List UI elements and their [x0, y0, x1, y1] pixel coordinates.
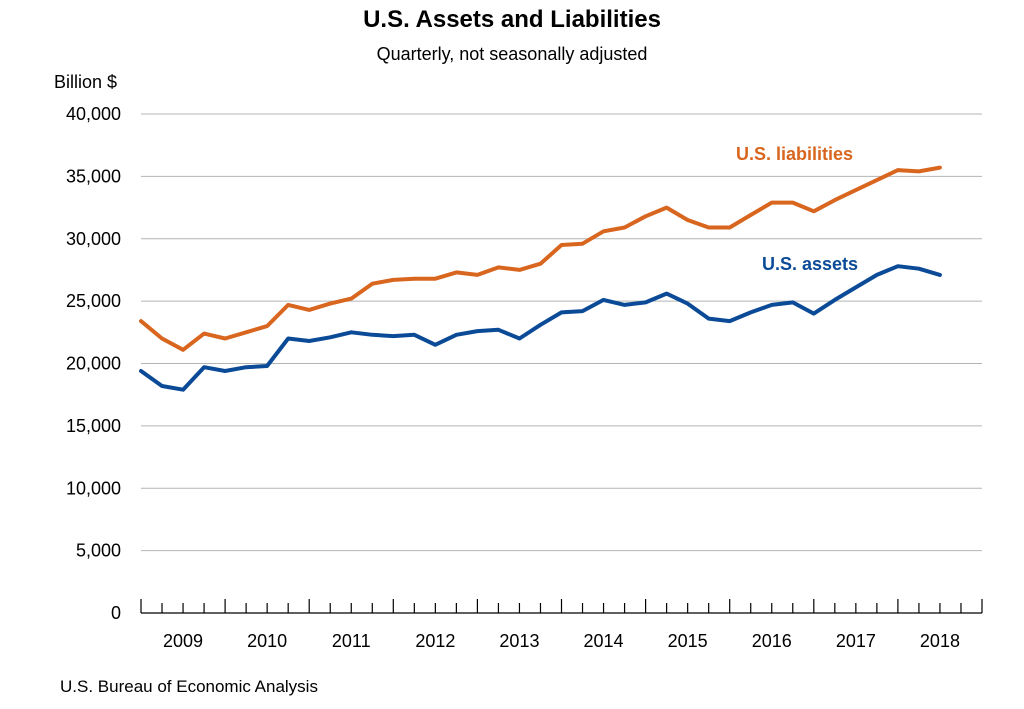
y-tick-labels: 0 5,000 10,000 15,000 20,000 25,000 30,000 35,0…: [66, 104, 121, 623]
chart-subtitle: Quarterly, not seasonally adjusted: [376, 44, 648, 64]
y-tick-label: 0: [111, 603, 121, 623]
chart-title: U.S. Assets and Liabilities: [363, 6, 661, 33]
y-tick-label: 15,000: [66, 416, 121, 436]
y-tick-label: 10,000: [66, 478, 121, 498]
x-tick-label: 2018: [920, 631, 960, 651]
x-tick-label: 2013: [499, 631, 539, 651]
series-label-liabilities: U.S. liabilities: [736, 144, 853, 164]
y-tick-label: 5,000: [76, 541, 121, 561]
y-tick-label: 20,000: [66, 354, 121, 374]
y-axis-label: Billion $: [54, 72, 118, 92]
series-label-assets: U.S. assets: [762, 254, 858, 274]
y-tick-label: 40,000: [66, 104, 121, 124]
x-tick-label: 2016: [752, 631, 792, 651]
x-tick-label: 2010: [247, 631, 287, 651]
x-tick-label: 2009: [163, 631, 203, 651]
y-tick-label: 35,000: [66, 166, 121, 186]
series-line-assets: [139, 264, 942, 392]
x-tick-label: 2015: [668, 631, 708, 651]
x-tick-label: 2011: [332, 631, 371, 651]
series-lines: [139, 165, 942, 392]
series-labels: U.S. liabilities U.S. assets: [736, 144, 858, 274]
x-tick-label: 2012: [415, 631, 455, 651]
y-tick-label: 25,000: [66, 291, 121, 311]
x-tick-label: 2014: [584, 631, 624, 651]
y-tick-label: 30,000: [66, 229, 121, 249]
gridlines: [141, 113, 982, 552]
source-note: U.S. Bureau of Economic Analysis: [60, 677, 318, 696]
series-line-liabilities: [139, 165, 942, 352]
x-tick-label: 2017: [836, 631, 876, 651]
x-axis: 2009 2010 2011 2012 2013 2014 2015 2016 2017 2018: [140, 599, 983, 651]
